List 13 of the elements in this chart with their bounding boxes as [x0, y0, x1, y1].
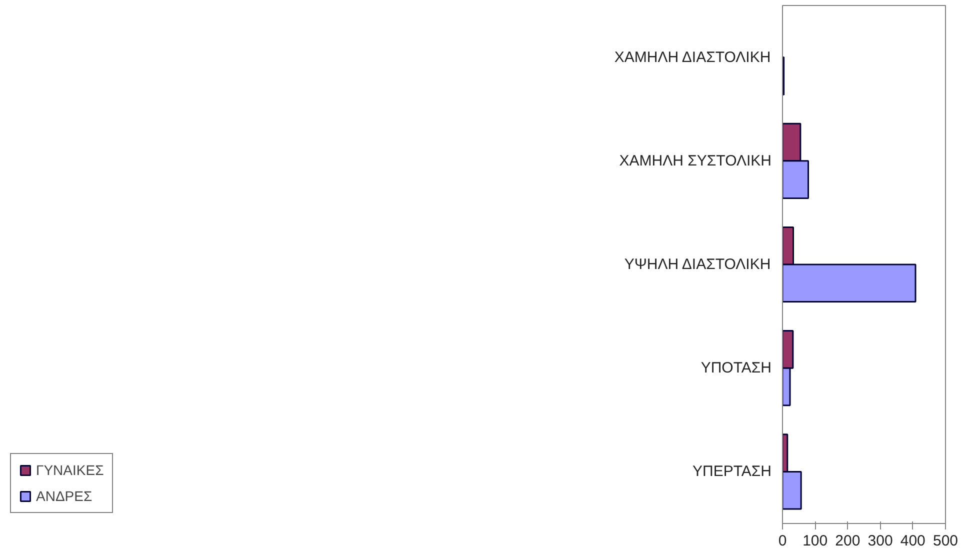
x-tick-label: 200 — [835, 532, 860, 550]
y-tick-label: ΥΠΕΡΤΑΣΗ — [692, 463, 772, 480]
x-tick-label: 400 — [900, 532, 926, 550]
x-tick-label: 300 — [868, 532, 893, 550]
y-tick-label: ΧΑΜΗΛΗ ΔΙΑΣΤΟΛΙΚΗ — [614, 48, 771, 66]
x-tick-label: 500 — [932, 532, 958, 550]
legend-label: ΓΥΝΑΙΚΕΣ — [36, 462, 104, 478]
y-tick-label: ΧΑΜΗΛΗ ΣΥΣΤΟΛΙΚΗ — [619, 152, 772, 170]
x-tick-label: 0 — [778, 532, 787, 550]
y-tick-label: ΥΠΟΤΑΣΗ — [700, 360, 772, 377]
y-tick-label: ΥΨΗΛΗ ΔΙΑΣΤΟΛΙΚΗ — [624, 256, 771, 273]
legend-label: ΑΝΔΡΕΣ — [36, 488, 92, 504]
x-tick-label: 100 — [802, 532, 828, 550]
